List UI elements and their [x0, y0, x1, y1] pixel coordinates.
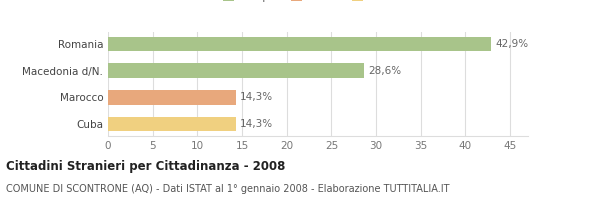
- Bar: [108, 90, 236, 105]
- Bar: [108, 117, 236, 131]
- Text: 14,3%: 14,3%: [240, 119, 274, 129]
- Text: 14,3%: 14,3%: [240, 92, 274, 102]
- Bar: [108, 37, 491, 51]
- Text: Cittadini Stranieri per Cittadinanza - 2008: Cittadini Stranieri per Cittadinanza - 2…: [6, 160, 286, 173]
- Text: COMUNE DI SCONTRONE (AQ) - Dati ISTAT al 1° gennaio 2008 - Elaborazione TUTTITAL: COMUNE DI SCONTRONE (AQ) - Dati ISTAT al…: [6, 184, 449, 194]
- Legend: Europa, Africa, America: Europa, Africa, America: [223, 0, 413, 2]
- Bar: [108, 63, 364, 78]
- Text: 42,9%: 42,9%: [496, 39, 529, 49]
- Text: 28,6%: 28,6%: [368, 66, 401, 76]
